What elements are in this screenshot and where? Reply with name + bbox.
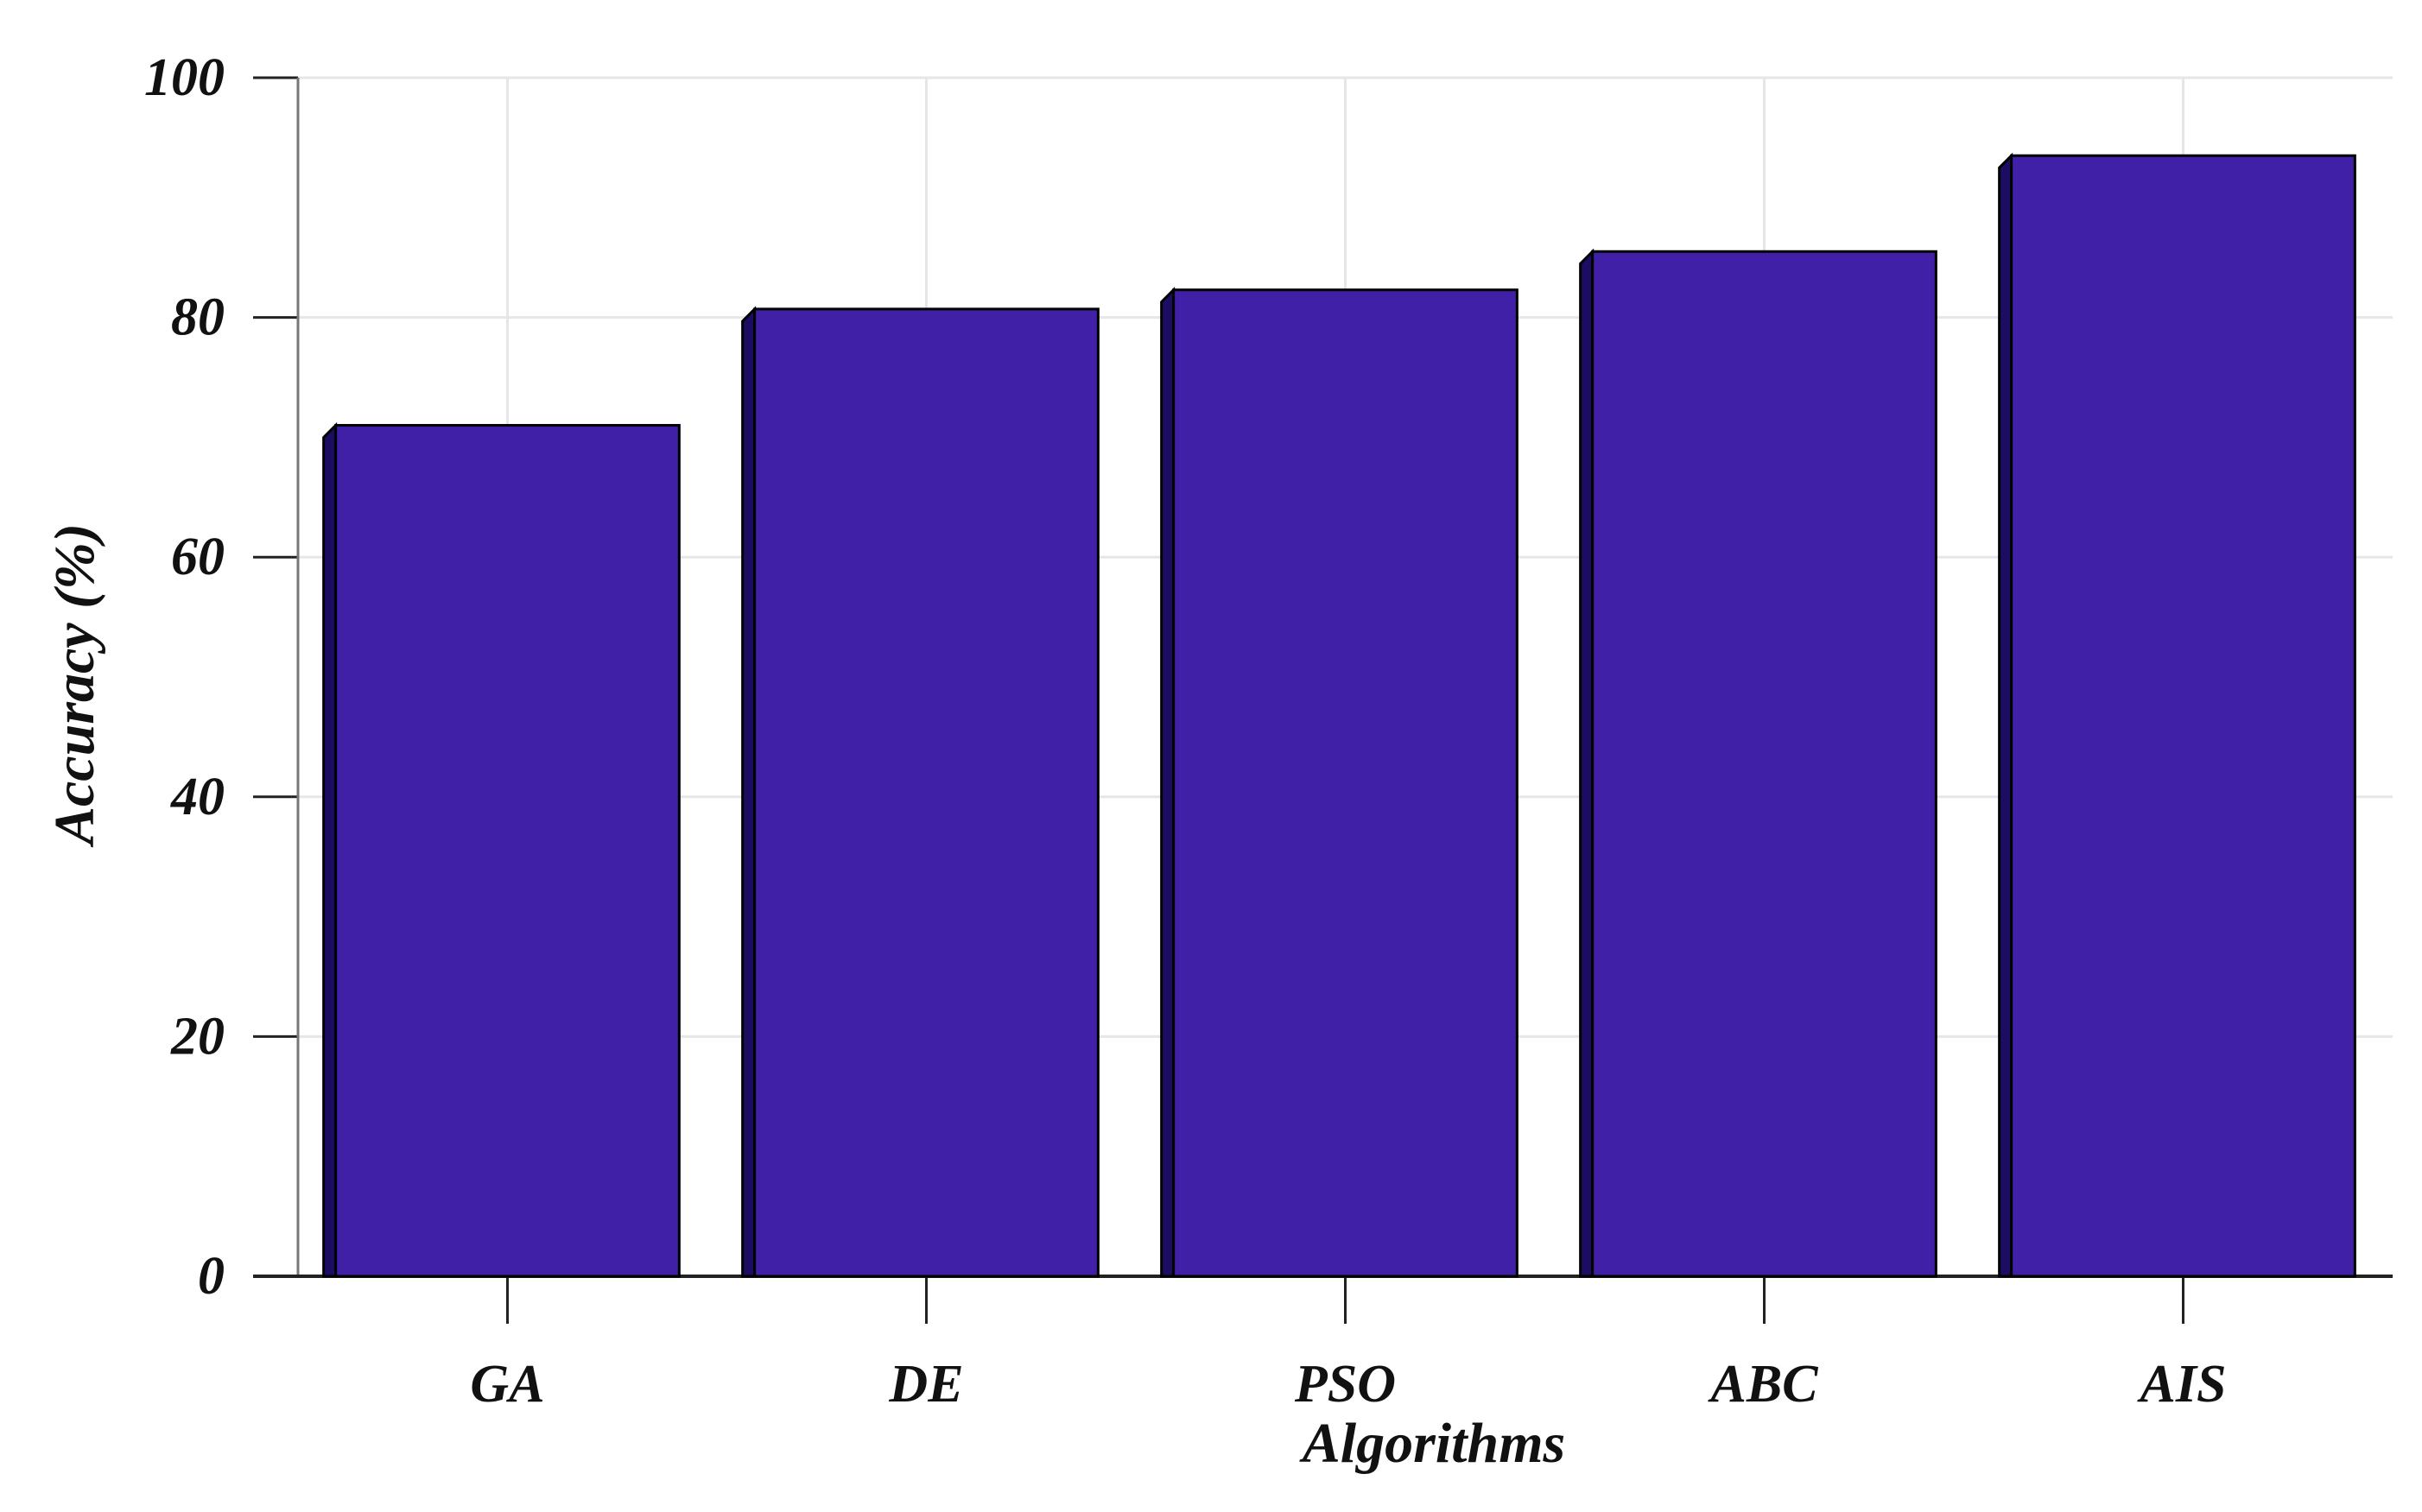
- bar-side-face: [1160, 287, 1176, 1278]
- y-axis-title: Accuracy (%): [43, 523, 106, 848]
- bar-front-face: [753, 307, 1100, 1278]
- x-tick-label-abc: ABC: [1707, 1355, 1818, 1414]
- bar-side-face: [1998, 152, 2013, 1278]
- x-tick-label-pso: PSO: [1294, 1355, 1396, 1414]
- bar-side-face: [1579, 248, 1595, 1278]
- x-axis-title: Algorithms: [1299, 1412, 1565, 1475]
- x-tick-label-de: DE: [888, 1355, 963, 1414]
- bar-side-face: [741, 306, 757, 1278]
- bar-ga: [322, 421, 681, 1278]
- x-tick-label-ais: AIS: [2137, 1355, 2227, 1414]
- bar-side-face: [322, 421, 338, 1278]
- bar-abc: [1579, 248, 1937, 1278]
- y-tick-label: 20: [170, 1007, 225, 1066]
- y-tick-label: 40: [170, 768, 225, 826]
- bar-pso: [1160, 287, 1519, 1278]
- y-tick-labels: 0 20 40 60 80 100: [144, 48, 225, 1306]
- y-tick-label: 80: [171, 288, 225, 347]
- y-tick-label: 0: [198, 1247, 225, 1306]
- bars: [322, 152, 2356, 1278]
- x-tick-labels: GA DE PSO ABC AIS: [470, 1355, 2226, 1414]
- bar-front-face: [1172, 288, 1519, 1278]
- bar-de: [741, 306, 1100, 1278]
- bar-front-face: [2010, 154, 2356, 1278]
- x-tick-label-ga: GA: [470, 1355, 544, 1414]
- bar-ais: [1998, 152, 2356, 1278]
- bar-front-face: [1591, 250, 1937, 1278]
- y-tick-label: 100: [144, 48, 225, 107]
- bar-front-face: [334, 424, 681, 1278]
- y-tick-label: 60: [171, 528, 225, 586]
